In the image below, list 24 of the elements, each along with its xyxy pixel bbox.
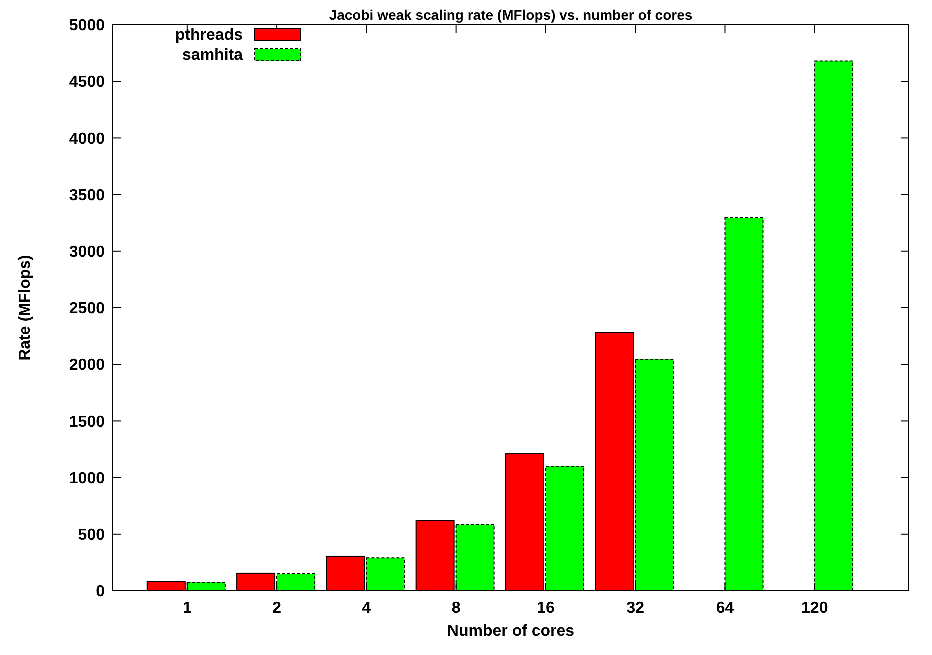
x-tick-label: 4 <box>362 600 372 617</box>
x-tick-label: 32 <box>626 600 645 617</box>
x-tick-label: 120 <box>802 600 828 617</box>
y-axis-title: Rate (MFlops) <box>17 255 34 361</box>
y-tick-label: 2000 <box>69 357 106 374</box>
y-tick-label: 500 <box>78 527 106 544</box>
y-tick-label: 1000 <box>69 470 106 488</box>
legend-label: samhita <box>182 47 244 64</box>
x-tick-label: 16 <box>537 600 555 617</box>
y-tick-label: 0 <box>96 584 106 601</box>
x-tick-label: 8 <box>452 600 461 617</box>
y-tick-label: 1500 <box>69 414 106 431</box>
y-tick-label: 4500 <box>69 74 106 92</box>
y-tick-label: 3500 <box>69 187 106 204</box>
x-tick-label: 64 <box>716 600 734 617</box>
x-tick-label: 2 <box>272 600 282 617</box>
chart-title: Jacobi weak scaling rate (MFlops) vs. number of cores <box>329 7 693 23</box>
x-axis-title: Number of cores <box>447 623 575 640</box>
x-tick-label: 1 <box>182 600 192 617</box>
legend-label: pthreads <box>175 27 244 44</box>
y-tick-label: 2500 <box>69 300 106 318</box>
y-tick-label: 4000 <box>69 130 106 148</box>
y-tick-label: 3000 <box>69 244 106 261</box>
y-tick-label: 5000 <box>69 18 106 35</box>
